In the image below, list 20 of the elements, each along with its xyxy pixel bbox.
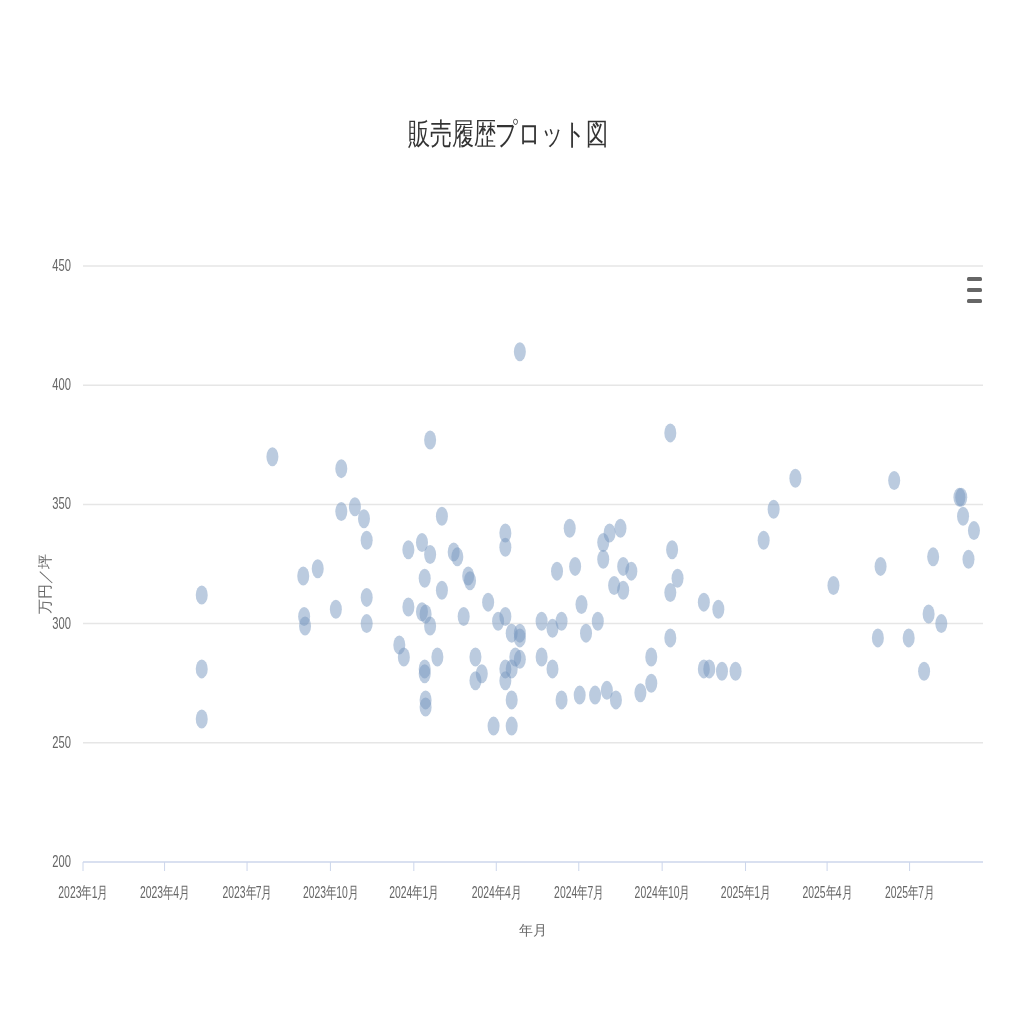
y-tick-label: 250 (52, 732, 72, 752)
y-tick-label: 450 (52, 255, 72, 275)
x-tick-label: 2024年4月 (471, 883, 521, 902)
y-tick-label: 400 (52, 375, 72, 394)
y-tick-label: 300 (52, 613, 72, 633)
x-tick-label: 2023年1月 (58, 883, 108, 902)
y-axis-title: 万円／坪 (36, 554, 53, 614)
x-axis-title: 年月 (519, 922, 547, 938)
y-tick-label: 200 (52, 851, 72, 871)
x-tick-label: 2025年4月 (802, 883, 852, 902)
x-tick-label: 2024年7月 (554, 883, 604, 902)
x-tick-label: 2025年7月 (884, 883, 935, 902)
x-tick-label: 2023年7月 (222, 883, 272, 902)
chart-title: 販売履歴プロット図 (407, 116, 609, 151)
x-tick-label: 2024年10月 (634, 883, 690, 902)
x-tick-label: 2023年10月 (302, 883, 358, 902)
x-tick-label: 2024年1月 (389, 883, 439, 902)
x-tick-label: 2025年1月 (720, 883, 771, 902)
x-tick-label: 2023年4月 (139, 883, 190, 902)
y-tick-label: 350 (52, 494, 72, 513)
